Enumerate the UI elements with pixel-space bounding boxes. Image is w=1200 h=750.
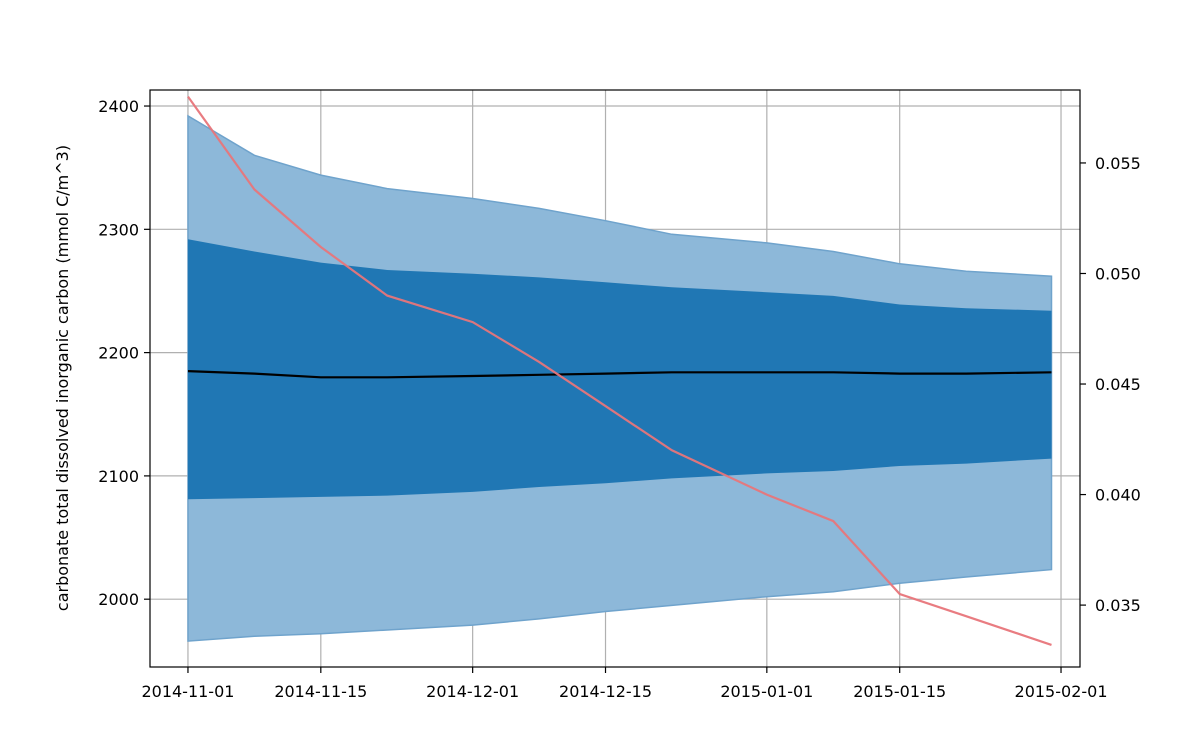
- lines: [187, 95, 1052, 646]
- y2-tick-label: 0.035: [1095, 596, 1141, 615]
- y2-tick-label: 0.055: [1095, 154, 1141, 173]
- y-tick-label: 2200: [98, 344, 139, 363]
- y2-tick-label: 0.050: [1095, 264, 1141, 283]
- y-axis: 2000 2100 2200 2300 2400: [98, 97, 150, 609]
- x-tick-label: 2014-11-15: [274, 682, 367, 701]
- secondary-line: [187, 95, 1052, 646]
- x-tick-label: 2015-01-01: [720, 682, 813, 701]
- x-axis: 2014-11-01 2014-11-15 2014-12-01 2014-12-15…: [141, 667, 1108, 701]
- inner-band: [188, 239, 1052, 500]
- x-tick-label: 2014-11-01: [141, 682, 234, 701]
- mean-line: [187, 370, 1052, 379]
- x-tick-label: 2014-12-01: [426, 682, 519, 701]
- y2-axis: 0.035 0.040 0.045 0.050 0.055: [1080, 154, 1141, 615]
- plot-frame: [149, 89, 1081, 668]
- y-tick-label: 2300: [98, 220, 139, 239]
- y-tick-label: 2000: [98, 590, 139, 609]
- x-tick-label: 2014-12-15: [559, 682, 652, 701]
- bands: [187, 114, 1053, 642]
- x-tick-label: 2015-01-15: [853, 682, 946, 701]
- y2-tick-label: 0.040: [1095, 486, 1141, 505]
- y2-tick-label: 0.045: [1095, 375, 1141, 394]
- y-tick-label: 2100: [98, 467, 139, 486]
- x-tick-label: 2015-02-01: [1015, 682, 1108, 701]
- y-axis-title: carbonate total dissolved inorganic carb…: [53, 145, 72, 611]
- y-tick-label: 2400: [98, 97, 139, 116]
